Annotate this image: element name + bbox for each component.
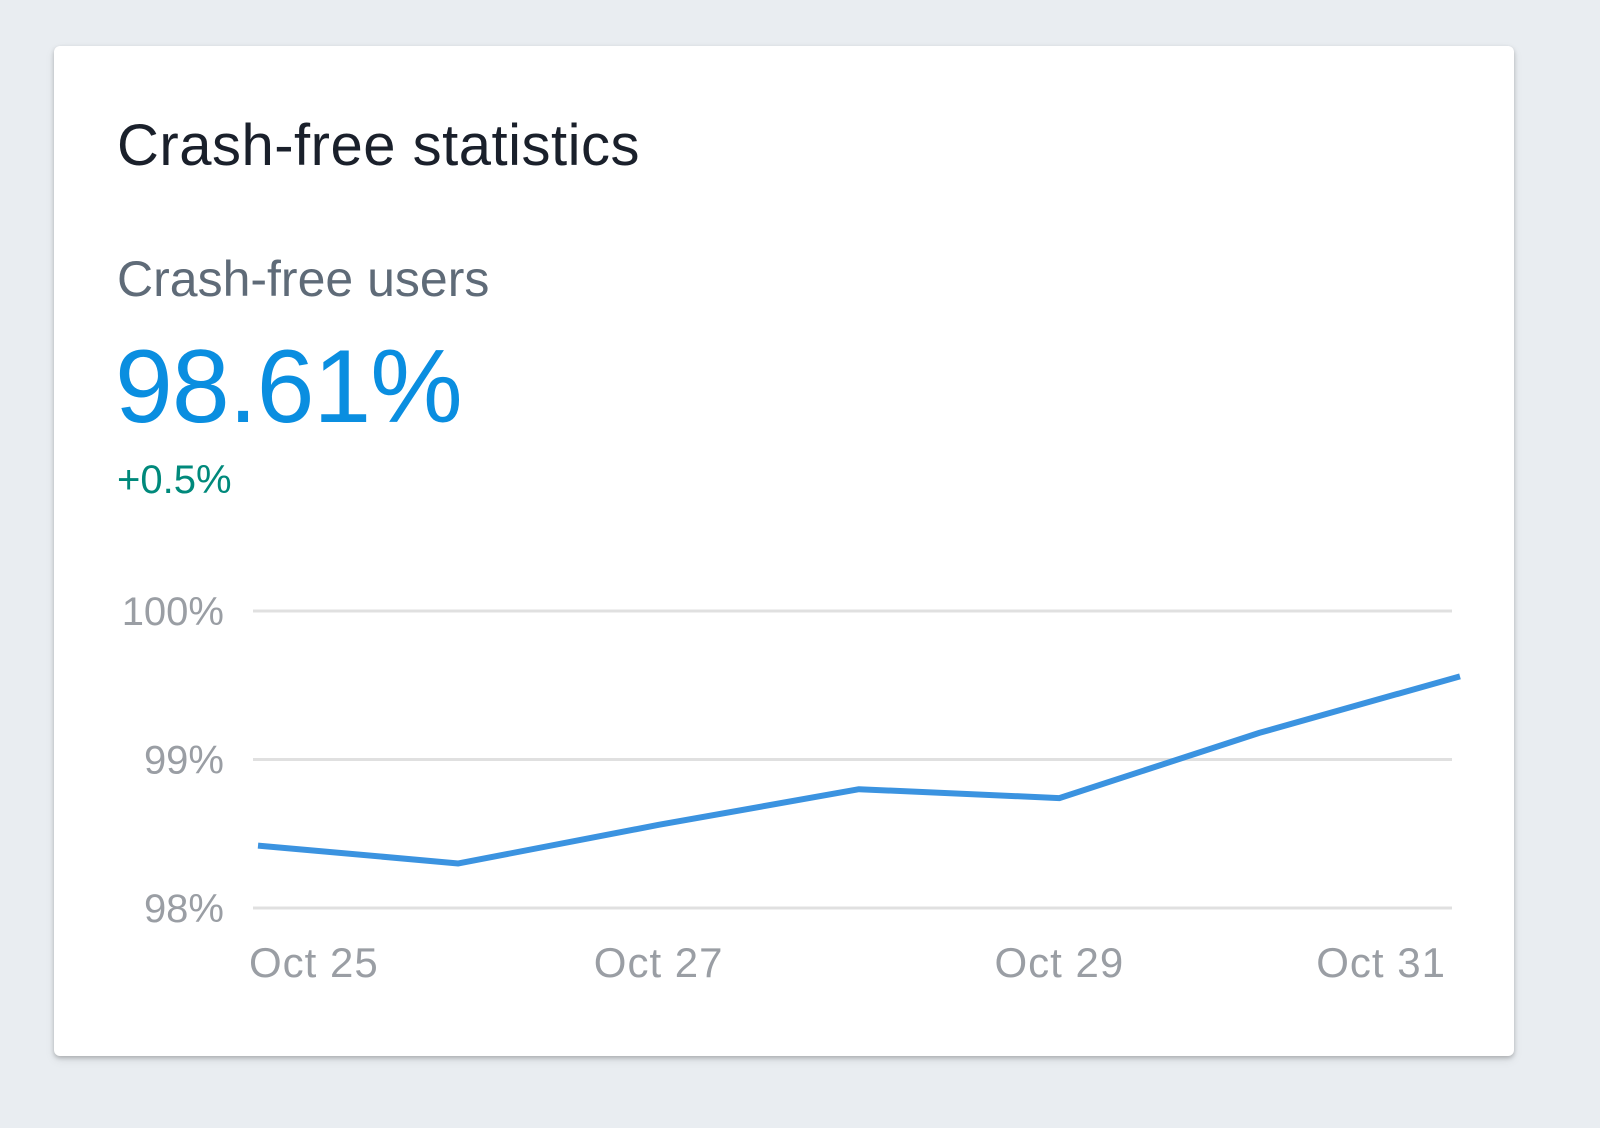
x-tick-label: Oct 31 [1316, 939, 1446, 986]
card-title: Crash-free statistics [117, 113, 640, 178]
crash-free-card: Crash-free statistics Crash-free users 9… [54, 46, 1514, 1056]
y-tick-label: 100% [122, 590, 224, 634]
crash-free-users-chart: 100% 99% 98% Oct 25 Oct 27 Oct 29 Oct 31 [122, 590, 1461, 986]
x-tick-label: Oct 29 [994, 939, 1124, 986]
metric-delta: +0.5% [117, 458, 232, 502]
metric-label: Crash-free users [117, 251, 490, 307]
series-line [257, 673, 1461, 867]
y-tick-label: 98% [144, 887, 224, 931]
x-tick-label: Oct 25 [249, 939, 379, 986]
x-tick-label: Oct 27 [594, 939, 724, 986]
metric-value: 98.61% [115, 329, 463, 445]
y-tick-label: 99% [144, 739, 224, 783]
